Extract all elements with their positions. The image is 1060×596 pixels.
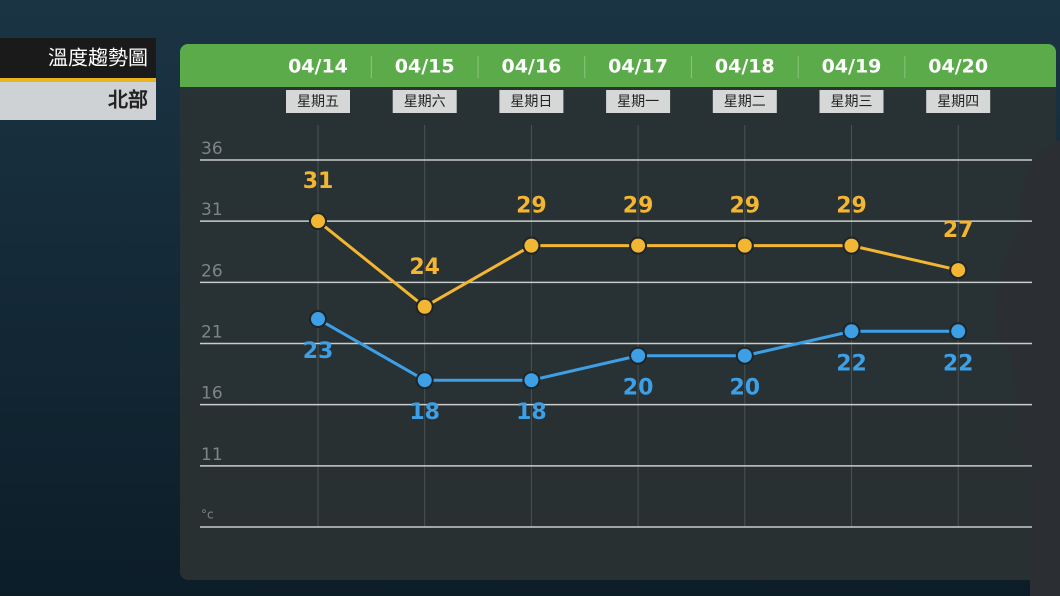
point	[842, 322, 861, 341]
weekday-label: 星期六	[404, 94, 446, 110]
weekday-box	[606, 90, 671, 113]
value-label: 18	[516, 400, 547, 425]
point	[629, 236, 648, 255]
point	[949, 322, 968, 341]
y-tick-label: 26	[201, 261, 223, 281]
weekday-box	[926, 90, 991, 113]
weekday-label: 星期二	[724, 94, 766, 110]
value-label: 31	[303, 169, 334, 194]
value-label: 29	[516, 194, 547, 219]
weekday-box	[286, 90, 350, 113]
title-underline	[0, 78, 156, 82]
y-tick-label: 31	[201, 200, 223, 220]
y-tick-label: 21	[201, 323, 223, 343]
point	[735, 236, 754, 255]
point	[522, 236, 541, 255]
date-label: 04/18	[715, 56, 775, 78]
weekday-box	[712, 90, 777, 113]
subtitle-box	[0, 82, 156, 120]
value-label: 20	[729, 376, 760, 401]
weekday-label: 星期日	[510, 94, 552, 110]
point	[415, 297, 434, 316]
weekday-label: 星期一	[617, 94, 659, 110]
value-label: 22	[943, 351, 974, 376]
title-box	[0, 38, 156, 78]
weekday-box	[819, 90, 884, 113]
weekday-label: 星期三	[831, 94, 873, 110]
value-label: 22	[836, 351, 867, 376]
date-label: 04/16	[501, 56, 561, 78]
weekday-box	[392, 90, 457, 113]
point	[309, 212, 327, 231]
chart-title: 溫度趨勢圖	[48, 46, 148, 70]
presenter	[994, 140, 1060, 596]
point	[735, 346, 754, 365]
y-tick-label: °c	[201, 508, 214, 522]
date-label: 04/15	[395, 56, 455, 78]
chart-panel	[180, 44, 1056, 580]
point	[309, 310, 327, 329]
point	[415, 371, 434, 390]
value-label: 29	[836, 194, 867, 219]
value-label: 20	[623, 376, 654, 401]
weekday-box	[499, 90, 564, 113]
chart-subtitle: 北部	[108, 88, 148, 112]
date-label: 04/17	[608, 56, 668, 78]
weekday-label: 星期四	[937, 94, 979, 110]
header-bar	[180, 44, 1056, 87]
date-label: 04/14	[288, 56, 348, 78]
point	[842, 236, 861, 255]
point	[629, 346, 648, 365]
date-label: 04/19	[822, 56, 882, 78]
value-label: 23	[303, 339, 334, 364]
value-label: 29	[729, 194, 760, 219]
value-label: 27	[943, 218, 974, 243]
y-tick-label: 11	[201, 445, 223, 465]
plot: 04/14 星期五 04/15 星期六 04/16 星期日 04/17 星期一 04/18 星期二…	[200, 56, 1032, 528]
y-tick-label: 16	[201, 384, 223, 404]
date-label: 04/20	[928, 56, 988, 78]
point	[522, 371, 541, 390]
point	[949, 261, 968, 280]
y-tick-label: 36	[201, 139, 223, 159]
weekday-label: 星期五	[297, 94, 339, 110]
value-label: 24	[409, 255, 440, 280]
value-label: 18	[409, 400, 440, 425]
value-label: 29	[623, 194, 654, 219]
